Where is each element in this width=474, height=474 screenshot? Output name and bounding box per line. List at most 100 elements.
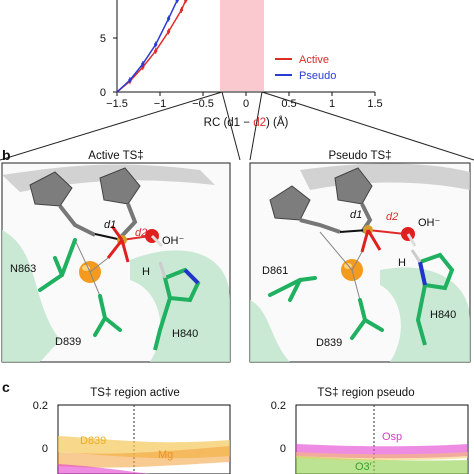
x-label-suffix: ) (Å) <box>266 116 289 129</box>
helix-ribbon <box>2 230 60 362</box>
panel-b: b Active TS‡ <box>1 147 471 363</box>
label-d861: D861 <box>262 265 288 277</box>
helix-ribbon-pseudo <box>380 267 470 362</box>
y-tick-label-0: 0 <box>100 87 106 99</box>
data-point-pseudo <box>167 16 171 21</box>
label-oh-active: OH⁻ <box>162 235 185 247</box>
x-ticks: −1.5 −1 −0.5 0 0.5 1 1.5 <box>106 92 383 110</box>
pseudo-ts-structure: Pseudo TS‡ <box>249 150 471 363</box>
ribose-ring <box>29 171 73 207</box>
label-osp-band: Osp <box>382 431 402 443</box>
x-tick-label: 0 <box>243 98 249 110</box>
panel-c-pseudo-ytick-02: 0.2 <box>271 400 286 412</box>
label-o3-band: O3′ <box>355 461 372 473</box>
legend: Active Pseudo <box>275 54 336 82</box>
x-label-d2: d2 <box>253 117 266 129</box>
label-h840-active: H840 <box>172 328 198 340</box>
data-point-active <box>154 49 158 53</box>
panel-c: c TS‡ region active 0.2 0 D839 Mg TS‡ re… <box>2 379 469 474</box>
x-tick-label: −0.5 <box>192 98 214 110</box>
label-mg-band: Mg <box>158 449 173 461</box>
zoom-connector-right-inner <box>249 91 263 161</box>
x-tick-label: 0.5 <box>281 98 296 110</box>
label-d839-active: D839 <box>55 336 81 348</box>
x-label-prefix: RC (d1 − <box>204 117 254 129</box>
pseudo-ts-title: Pseudo TS‡ <box>328 150 391 162</box>
panel-c-letter: c <box>2 379 10 395</box>
x-tick-label: −1.5 <box>106 98 128 110</box>
label-oh-pseudo: OH⁻ <box>418 217 441 229</box>
phosphate-oxygens-pseudo <box>360 229 382 253</box>
ribose-ring-pseudo <box>269 185 311 221</box>
label-h840-pseudo: H840 <box>430 309 456 321</box>
d839-residue-pseudo <box>350 298 384 340</box>
x-tick-label: 1 <box>329 98 335 110</box>
helix-ribbon-2 <box>130 250 230 362</box>
series-line-active <box>116 0 187 93</box>
panel-c-pseudo-axes <box>295 404 469 474</box>
data-point-active <box>167 29 171 34</box>
series-line-pseudo <box>116 0 178 93</box>
panel-c-active-ytick-0: 0 <box>42 443 48 455</box>
zoom-connector-left <box>0 91 223 161</box>
x-tick-label: 1.5 <box>367 98 382 110</box>
phosphate-oxygens <box>106 225 130 263</box>
label-h-active: H <box>142 266 150 278</box>
d839-residue-active <box>93 294 122 337</box>
x-axis-label: RC (d1 − d2) (Å) <box>204 116 289 129</box>
panel-c-pseudo-title: TS‡ region pseudo <box>317 387 414 399</box>
panel-b-letter: b <box>2 147 11 163</box>
mg-coordination <box>74 239 109 297</box>
helix-ribbon-pseudo-2 <box>250 300 290 362</box>
band-yellow <box>296 452 468 461</box>
data-point-active <box>141 65 145 69</box>
data-point-active <box>179 8 184 12</box>
panel-c-pseudo: TS‡ region pseudo 0.2 0 Osp O3′ <box>271 387 469 474</box>
series-lines <box>116 0 188 93</box>
data-point-pseudo <box>154 42 158 47</box>
data-point-pseudo <box>175 0 179 2</box>
h840-residue-active <box>153 267 201 351</box>
band-o3 <box>296 456 468 474</box>
label-d839-band: D839 <box>80 435 106 447</box>
x-tick-label: −1 <box>154 98 167 110</box>
d2-bond-pseudo <box>367 229 406 235</box>
ribose-ring-2 <box>99 167 141 205</box>
panel-c-active-title: TS‡ region active <box>90 387 180 399</box>
active-ts-structure: Active TS‡ <box>1 150 231 363</box>
zoom-connector-left-inner <box>221 91 241 161</box>
sugar-bonds <box>58 203 138 240</box>
ribose-ring-pseudo-2 <box>334 167 373 205</box>
data-point-pseudo <box>128 78 132 82</box>
mg-coordination-pseudo <box>319 231 363 301</box>
label-d2-active: d2 <box>135 227 147 239</box>
panel-c-active-ytick-02: 0.2 <box>33 400 48 412</box>
legend-active-label: Active <box>299 54 329 66</box>
legend-pseudo-label: Pseudo <box>299 70 336 82</box>
label-d2-pseudo: d2 <box>386 211 398 223</box>
panel-c-pseudo-ytick-0: 0 <box>280 443 286 455</box>
label-d1-pseudo: d1 <box>350 209 362 221</box>
label-d839-pseudo: D839 <box>316 337 342 349</box>
label-n863: N863 <box>10 263 36 275</box>
oh-bond-pseudo <box>406 233 417 247</box>
band-mg <box>58 446 230 468</box>
ts-shaded-region <box>220 0 264 91</box>
mg-highlight <box>82 265 90 271</box>
label-d1-active: d1 <box>104 219 116 231</box>
active-ts-title: Active TS‡ <box>88 150 143 162</box>
h-bond-to-oh-pseudo <box>410 249 422 263</box>
d861-residue <box>268 276 317 302</box>
label-h-pseudo: H <box>398 257 406 269</box>
band-magenta <box>58 464 150 474</box>
h-bond-to-oh <box>158 261 167 279</box>
h840-residue-pseudo <box>415 252 455 346</box>
y-tick-label-5: 5 <box>100 33 106 45</box>
oh-bond <box>150 234 164 248</box>
panel-c-active: TS‡ region active 0.2 0 D839 Mg <box>33 387 231 474</box>
data-point-pseudo <box>141 62 145 66</box>
data-point-active <box>184 0 188 2</box>
n863-residue <box>38 238 77 292</box>
zoom-connector-right <box>261 91 474 161</box>
